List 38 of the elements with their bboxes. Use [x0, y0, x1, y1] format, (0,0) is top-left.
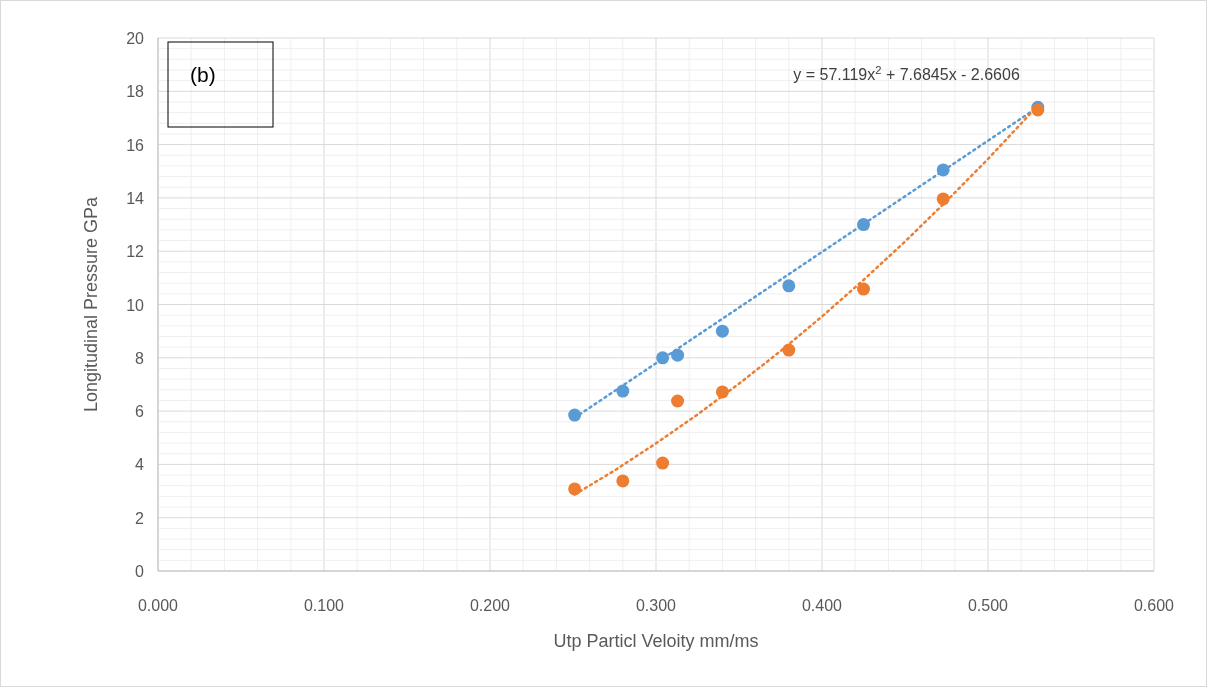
- point: [936, 192, 950, 206]
- point: [671, 394, 685, 408]
- point: [616, 384, 630, 398]
- x-tick-label: 0.300: [635, 597, 677, 614]
- point: [715, 385, 729, 399]
- y-tick-label: 0: [135, 563, 145, 580]
- x-axis-title: Utp Particl Veloity mm/ms: [553, 631, 759, 651]
- point: [671, 348, 685, 362]
- point: [715, 324, 729, 338]
- point: [656, 456, 670, 470]
- y-tick-label: 4: [135, 456, 145, 474]
- x-tick-label: 0.600: [1133, 597, 1175, 614]
- point: [782, 343, 796, 357]
- x-tick-label: 0.400: [801, 597, 843, 614]
- y-tick-label: 20: [126, 30, 145, 47]
- y-tick-label: 10: [126, 296, 145, 314]
- point: [782, 279, 796, 293]
- point: [656, 351, 670, 365]
- point: [857, 218, 870, 232]
- x-tick-label: 0.000: [137, 597, 179, 614]
- annotation: (b): [190, 63, 216, 86]
- point: [568, 482, 582, 496]
- point: [568, 408, 582, 422]
- annotation: y = 57.119x$^{2}$ + 7.6845x - 2.6606: [793, 63, 1020, 83]
- x-tick-label: 0.200: [469, 597, 511, 614]
- y-tick-label: 18: [126, 83, 145, 101]
- point: [616, 474, 630, 488]
- y-tick-label: 6: [135, 403, 145, 421]
- x-tick-label: 0.500: [967, 597, 1009, 614]
- y-tick-label: 8: [135, 349, 145, 367]
- point: [857, 282, 870, 296]
- x-tick-label: 0.100: [303, 597, 345, 614]
- y-axis-title: Longitudinal Pressure GPa: [81, 195, 101, 413]
- point: [936, 163, 950, 177]
- y-tick-label: 14: [126, 189, 145, 207]
- y-tick-label: 2: [135, 509, 145, 527]
- y-tick-label: 12: [126, 243, 145, 261]
- y-tick-label: 16: [126, 136, 145, 154]
